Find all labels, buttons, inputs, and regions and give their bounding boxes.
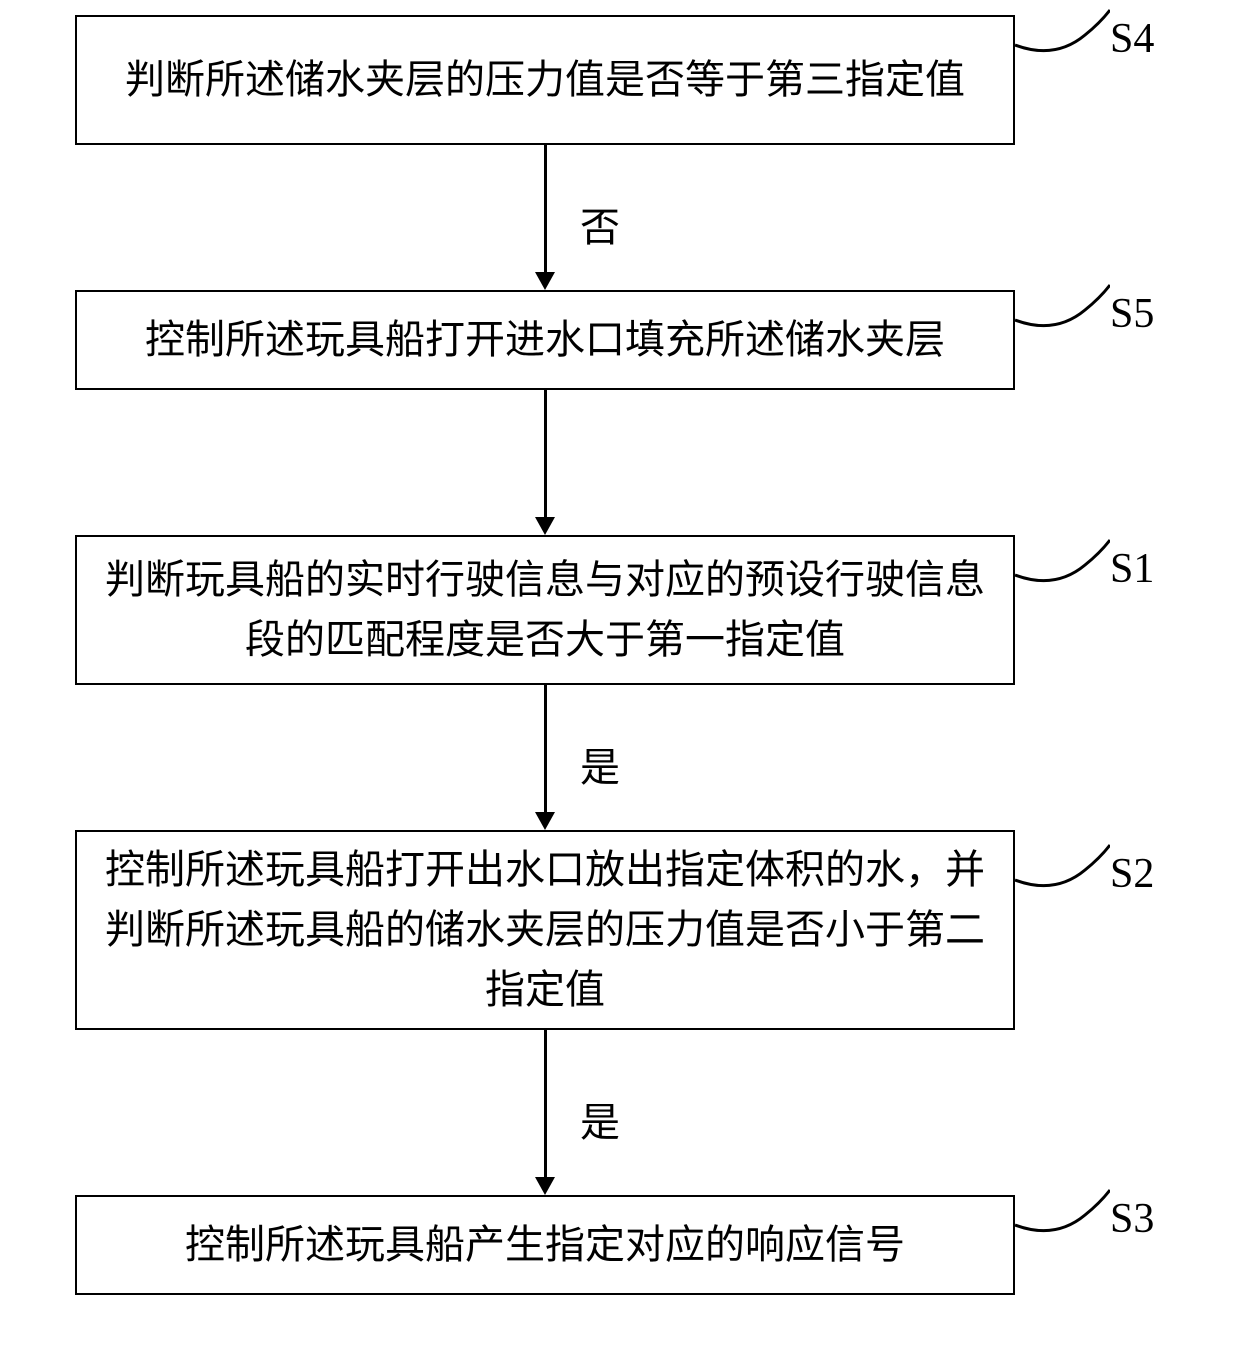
node-text: 控制所述玩具船打开进水口填充所述储水夹层 bbox=[145, 310, 945, 370]
node-label-s5: S5 bbox=[1110, 290, 1154, 338]
label-connector-s2 bbox=[1015, 840, 1110, 900]
label-connector-s3 bbox=[1015, 1185, 1110, 1245]
edge-arrow bbox=[535, 1177, 555, 1195]
node-text: 控制所述玩具船打开出水口放出指定体积的水，并判断所述玩具船的储水夹层的压力值是否… bbox=[97, 840, 993, 1020]
node-label-s3: S3 bbox=[1110, 1195, 1154, 1243]
edge-arrow bbox=[535, 812, 555, 830]
edge-arrow bbox=[535, 517, 555, 535]
node-text: 控制所述玩具船产生指定对应的响应信号 bbox=[185, 1215, 905, 1275]
flowchart-node-s4: 判断所述储水夹层的压力值是否等于第三指定值 bbox=[75, 15, 1015, 145]
edge-label-no: 否 bbox=[580, 195, 620, 253]
flowchart-node-s5: 控制所述玩具船打开进水口填充所述储水夹层 bbox=[75, 290, 1015, 390]
node-label-s1: S1 bbox=[1110, 545, 1154, 593]
edge-line bbox=[544, 685, 547, 812]
edge-line bbox=[544, 1030, 547, 1177]
node-text: 判断玩具船的实时行驶信息与对应的预设行驶信息段的匹配程度是否大于第一指定值 bbox=[97, 550, 993, 670]
edge-arrow bbox=[535, 272, 555, 290]
edge-label-yes: 是 bbox=[580, 1090, 620, 1148]
label-connector-s5 bbox=[1015, 280, 1110, 340]
edge-line bbox=[544, 390, 547, 517]
flowchart-node-s2: 控制所述玩具船打开出水口放出指定体积的水，并判断所述玩具船的储水夹层的压力值是否… bbox=[75, 830, 1015, 1030]
label-connector-s4 bbox=[1015, 5, 1110, 65]
node-text: 判断所述储水夹层的压力值是否等于第三指定值 bbox=[125, 50, 965, 110]
flowchart-container: 判断所述储水夹层的压力值是否等于第三指定值 S4 否 控制所述玩具船打开进水口填… bbox=[0, 0, 1240, 1348]
node-label-s2: S2 bbox=[1110, 850, 1154, 898]
flowchart-node-s3: 控制所述玩具船产生指定对应的响应信号 bbox=[75, 1195, 1015, 1295]
edge-label-yes: 是 bbox=[580, 735, 620, 793]
edge-line bbox=[544, 145, 547, 272]
flowchart-node-s1: 判断玩具船的实时行驶信息与对应的预设行驶信息段的匹配程度是否大于第一指定值 bbox=[75, 535, 1015, 685]
label-connector-s1 bbox=[1015, 535, 1110, 595]
node-label-s4: S4 bbox=[1110, 15, 1154, 63]
